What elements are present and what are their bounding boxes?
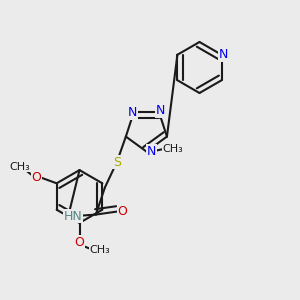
Text: CH₃: CH₃ [89,245,110,255]
Text: S: S [113,156,121,169]
Text: N: N [147,145,157,158]
Text: CH₃: CH₃ [9,162,30,172]
Text: O: O [75,236,84,249]
Text: CH₃: CH₃ [162,143,183,154]
Text: O: O [117,205,127,218]
Text: O: O [32,171,41,184]
Text: N: N [218,48,228,61]
Text: N: N [156,104,165,117]
Text: N: N [128,106,137,119]
Text: HN: HN [64,210,83,223]
